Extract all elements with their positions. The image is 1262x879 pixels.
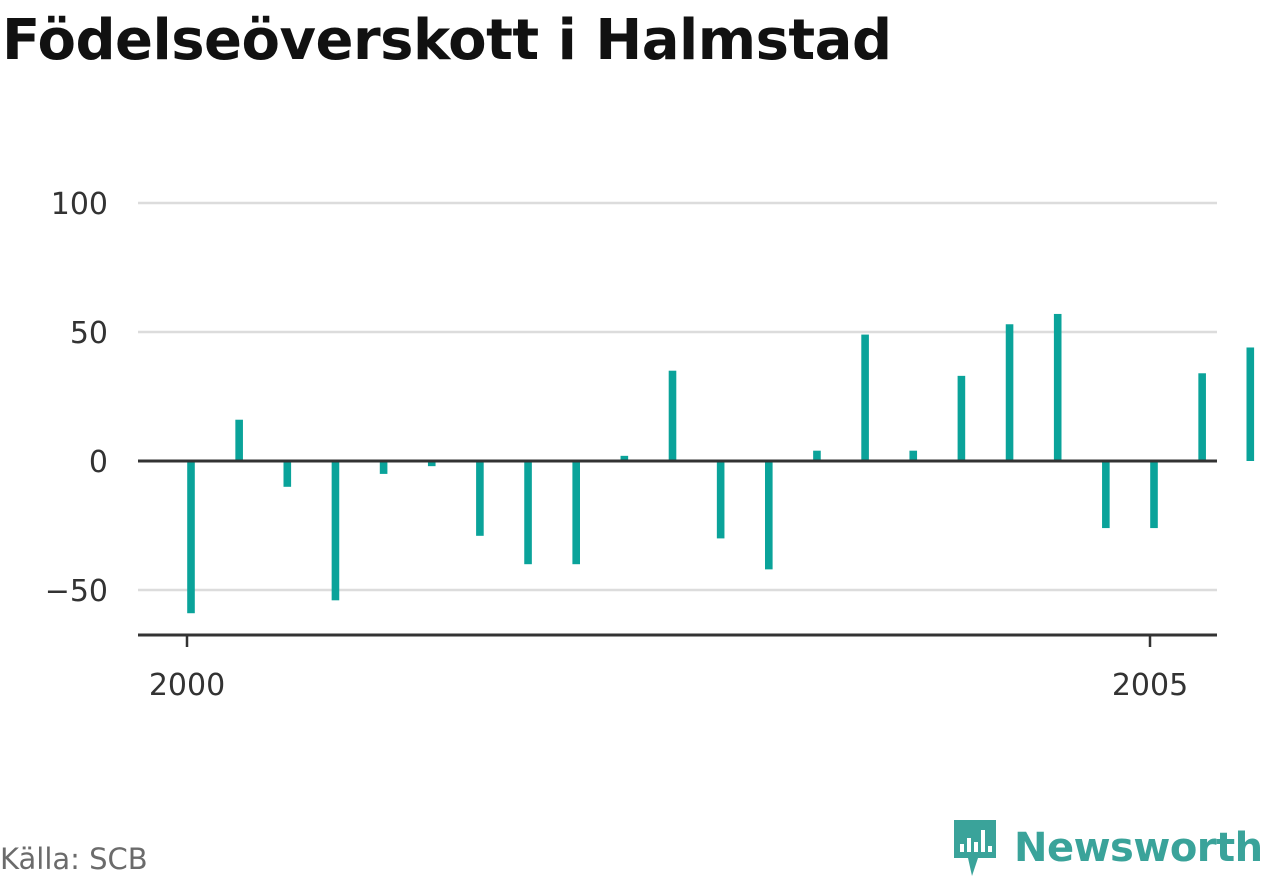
bar: [813, 450, 821, 461]
y-tick-label: −50: [45, 574, 108, 609]
bar: [1005, 324, 1014, 461]
y-tick-label: 50: [70, 316, 108, 351]
x-tick-label: 2000: [149, 668, 225, 703]
chart-title: Födelseöverskott i Halmstad: [2, 8, 892, 73]
bar: [187, 461, 195, 614]
bar: [668, 370, 677, 461]
source-note: Källa: SCB: [0, 842, 148, 876]
bar: [331, 461, 340, 601]
bar: [1053, 313, 1062, 461]
bar: [620, 455, 629, 461]
x-tick-label: 2005: [1112, 668, 1188, 703]
gridlines: [138, 201, 1217, 592]
bar: [235, 419, 243, 461]
y-tick-label: 100: [51, 187, 108, 222]
bar: [427, 461, 436, 467]
bar: [1246, 347, 1255, 461]
y-tick-label: 0: [89, 445, 108, 480]
bar: [524, 461, 532, 565]
bar: [1102, 461, 1110, 529]
bars: [138, 313, 1255, 614]
bar: [1198, 373, 1206, 461]
newsworthy-chart-icon: [954, 820, 996, 876]
bar: [572, 461, 580, 565]
bar: [379, 461, 388, 474]
bar: [909, 450, 918, 461]
bar: [861, 334, 869, 461]
bar: [283, 461, 292, 487]
y-axis-ticks: −50 0 50 100: [45, 187, 108, 609]
x-axis-ticks: 200020052010201520202025: [138, 633, 1217, 703]
bar: [476, 461, 484, 536]
newsworthy-logo: Newsworthy: [950, 818, 1262, 878]
brand-name: Newsworthy: [1014, 825, 1262, 871]
bar: [957, 375, 966, 461]
bar: [716, 461, 725, 539]
bar: [1150, 461, 1158, 529]
bar: [765, 461, 773, 570]
